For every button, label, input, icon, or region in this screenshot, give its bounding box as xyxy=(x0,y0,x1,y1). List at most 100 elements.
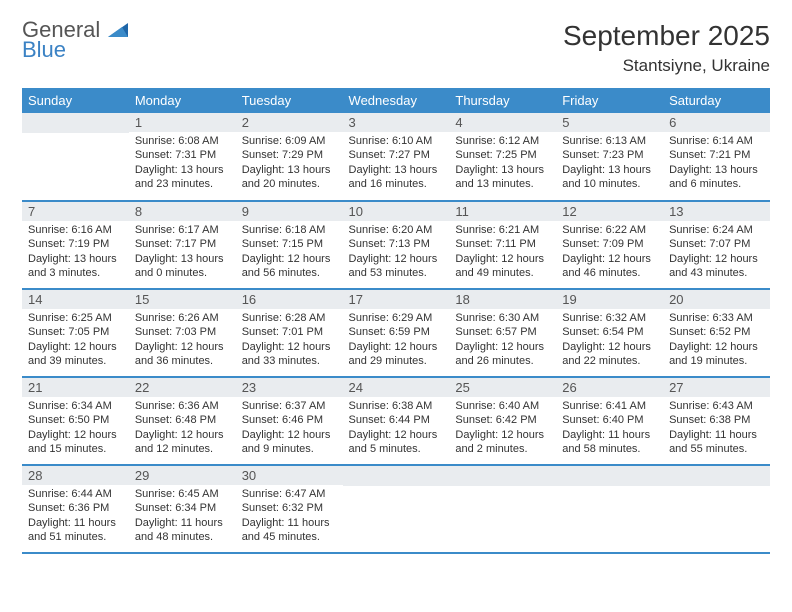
calendar-cell: 20Sunrise: 6:33 AMSunset: 6:52 PMDayligh… xyxy=(663,289,770,377)
daylight-text: Daylight: 12 hours and 53 minutes. xyxy=(349,252,444,281)
calendar-cell: 1Sunrise: 6:08 AMSunset: 7:31 PMDaylight… xyxy=(129,113,236,201)
logo-triangle-icon xyxy=(108,17,128,42)
daylight-text: Daylight: 12 hours and 29 minutes. xyxy=(349,340,444,369)
day-number: 28 xyxy=(22,466,129,485)
cell-body: Sunrise: 6:41 AMSunset: 6:40 PMDaylight:… xyxy=(556,397,663,460)
daylight-text: Daylight: 12 hours and 15 minutes. xyxy=(28,428,123,457)
calendar-cell: 27Sunrise: 6:43 AMSunset: 6:38 PMDayligh… xyxy=(663,377,770,465)
title-block: September 2025 Stantsiyne, Ukraine xyxy=(563,20,770,76)
sunset-text: Sunset: 6:57 PM xyxy=(455,325,550,339)
daylight-text: Daylight: 12 hours and 19 minutes. xyxy=(669,340,764,369)
sunrise-text: Sunrise: 6:13 AM xyxy=(562,134,657,148)
calendar-cell: 24Sunrise: 6:38 AMSunset: 6:44 PMDayligh… xyxy=(343,377,450,465)
cell-body: Sunrise: 6:21 AMSunset: 7:11 PMDaylight:… xyxy=(449,221,556,284)
calendar-cell: 12Sunrise: 6:22 AMSunset: 7:09 PMDayligh… xyxy=(556,201,663,289)
calendar-week: 7Sunrise: 6:16 AMSunset: 7:19 PMDaylight… xyxy=(22,201,770,289)
daylight-text: Daylight: 13 hours and 23 minutes. xyxy=(135,163,230,192)
calendar-cell: 22Sunrise: 6:36 AMSunset: 6:48 PMDayligh… xyxy=(129,377,236,465)
location: Stantsiyne, Ukraine xyxy=(563,56,770,76)
cell-body: Sunrise: 6:22 AMSunset: 7:09 PMDaylight:… xyxy=(556,221,663,284)
calendar-cell: 4Sunrise: 6:12 AMSunset: 7:25 PMDaylight… xyxy=(449,113,556,201)
daylight-text: Daylight: 13 hours and 6 minutes. xyxy=(669,163,764,192)
daylight-text: Daylight: 13 hours and 16 minutes. xyxy=(349,163,444,192)
sunrise-text: Sunrise: 6:16 AM xyxy=(28,223,123,237)
cell-body: Sunrise: 6:10 AMSunset: 7:27 PMDaylight:… xyxy=(343,132,450,195)
day-number xyxy=(343,466,450,486)
day-number: 29 xyxy=(129,466,236,485)
calendar-cell: 29Sunrise: 6:45 AMSunset: 6:34 PMDayligh… xyxy=(129,465,236,553)
cell-body: Sunrise: 6:20 AMSunset: 7:13 PMDaylight:… xyxy=(343,221,450,284)
calendar-head: SundayMondayTuesdayWednesdayThursdayFrid… xyxy=(22,88,770,113)
daylight-text: Daylight: 11 hours and 45 minutes. xyxy=(242,516,337,545)
sunrise-text: Sunrise: 6:25 AM xyxy=(28,311,123,325)
calendar-cell: 30Sunrise: 6:47 AMSunset: 6:32 PMDayligh… xyxy=(236,465,343,553)
calendar-cell: 3Sunrise: 6:10 AMSunset: 7:27 PMDaylight… xyxy=(343,113,450,201)
daylight-text: Daylight: 11 hours and 58 minutes. xyxy=(562,428,657,457)
day-number: 30 xyxy=(236,466,343,485)
logo-line2: Blue xyxy=(22,37,66,62)
sunrise-text: Sunrise: 6:12 AM xyxy=(455,134,550,148)
calendar-cell xyxy=(343,465,450,553)
sunset-text: Sunset: 6:42 PM xyxy=(455,413,550,427)
sunset-text: Sunset: 7:01 PM xyxy=(242,325,337,339)
day-number: 6 xyxy=(663,113,770,132)
cell-body: Sunrise: 6:45 AMSunset: 6:34 PMDaylight:… xyxy=(129,485,236,548)
calendar-cell: 9Sunrise: 6:18 AMSunset: 7:15 PMDaylight… xyxy=(236,201,343,289)
sunset-text: Sunset: 7:05 PM xyxy=(28,325,123,339)
cell-body: Sunrise: 6:13 AMSunset: 7:23 PMDaylight:… xyxy=(556,132,663,195)
cell-body: Sunrise: 6:40 AMSunset: 6:42 PMDaylight:… xyxy=(449,397,556,460)
daylight-text: Daylight: 13 hours and 10 minutes. xyxy=(562,163,657,192)
day-number: 11 xyxy=(449,202,556,221)
sunset-text: Sunset: 6:34 PM xyxy=(135,501,230,515)
cell-body: Sunrise: 6:09 AMSunset: 7:29 PMDaylight:… xyxy=(236,132,343,195)
daylight-text: Daylight: 12 hours and 26 minutes. xyxy=(455,340,550,369)
day-number: 13 xyxy=(663,202,770,221)
logo: General Blue xyxy=(22,20,128,60)
day-header: Sunday xyxy=(22,88,129,113)
sunrise-text: Sunrise: 6:40 AM xyxy=(455,399,550,413)
daylight-text: Daylight: 12 hours and 33 minutes. xyxy=(242,340,337,369)
calendar-cell: 2Sunrise: 6:09 AMSunset: 7:29 PMDaylight… xyxy=(236,113,343,201)
day-number: 15 xyxy=(129,290,236,309)
calendar-cell xyxy=(449,465,556,553)
cell-body: Sunrise: 6:32 AMSunset: 6:54 PMDaylight:… xyxy=(556,309,663,372)
cell-body: Sunrise: 6:44 AMSunset: 6:36 PMDaylight:… xyxy=(22,485,129,548)
sunset-text: Sunset: 6:44 PM xyxy=(349,413,444,427)
sunrise-text: Sunrise: 6:09 AM xyxy=(242,134,337,148)
day-number xyxy=(449,466,556,486)
cell-body: Sunrise: 6:26 AMSunset: 7:03 PMDaylight:… xyxy=(129,309,236,372)
day-header: Wednesday xyxy=(343,88,450,113)
header-row: General Blue September 2025 Stantsiyne, … xyxy=(22,20,770,76)
day-number: 22 xyxy=(129,378,236,397)
calendar-week: 21Sunrise: 6:34 AMSunset: 6:50 PMDayligh… xyxy=(22,377,770,465)
sunset-text: Sunset: 6:59 PM xyxy=(349,325,444,339)
sunset-text: Sunset: 7:23 PM xyxy=(562,148,657,162)
day-number: 27 xyxy=(663,378,770,397)
day-number: 17 xyxy=(343,290,450,309)
calendar-cell: 5Sunrise: 6:13 AMSunset: 7:23 PMDaylight… xyxy=(556,113,663,201)
calendar-cell: 6Sunrise: 6:14 AMSunset: 7:21 PMDaylight… xyxy=(663,113,770,201)
sunset-text: Sunset: 7:27 PM xyxy=(349,148,444,162)
sunrise-text: Sunrise: 6:10 AM xyxy=(349,134,444,148)
sunrise-text: Sunrise: 6:47 AM xyxy=(242,487,337,501)
sunset-text: Sunset: 7:07 PM xyxy=(669,237,764,251)
calendar-cell xyxy=(663,465,770,553)
daylight-text: Daylight: 12 hours and 49 minutes. xyxy=(455,252,550,281)
calendar-table: SundayMondayTuesdayWednesdayThursdayFrid… xyxy=(22,88,770,554)
sunset-text: Sunset: 6:40 PM xyxy=(562,413,657,427)
daylight-text: Daylight: 12 hours and 22 minutes. xyxy=(562,340,657,369)
sunrise-text: Sunrise: 6:38 AM xyxy=(349,399,444,413)
sunrise-text: Sunrise: 6:45 AM xyxy=(135,487,230,501)
sunrise-text: Sunrise: 6:28 AM xyxy=(242,311,337,325)
sunrise-text: Sunrise: 6:44 AM xyxy=(28,487,123,501)
sunset-text: Sunset: 7:03 PM xyxy=(135,325,230,339)
calendar-cell: 21Sunrise: 6:34 AMSunset: 6:50 PMDayligh… xyxy=(22,377,129,465)
sunset-text: Sunset: 7:21 PM xyxy=(669,148,764,162)
cell-body: Sunrise: 6:28 AMSunset: 7:01 PMDaylight:… xyxy=(236,309,343,372)
day-number: 7 xyxy=(22,202,129,221)
calendar-cell: 13Sunrise: 6:24 AMSunset: 7:07 PMDayligh… xyxy=(663,201,770,289)
cell-body: Sunrise: 6:25 AMSunset: 7:05 PMDaylight:… xyxy=(22,309,129,372)
calendar-cell: 8Sunrise: 6:17 AMSunset: 7:17 PMDaylight… xyxy=(129,201,236,289)
daylight-text: Daylight: 11 hours and 55 minutes. xyxy=(669,428,764,457)
day-number: 5 xyxy=(556,113,663,132)
